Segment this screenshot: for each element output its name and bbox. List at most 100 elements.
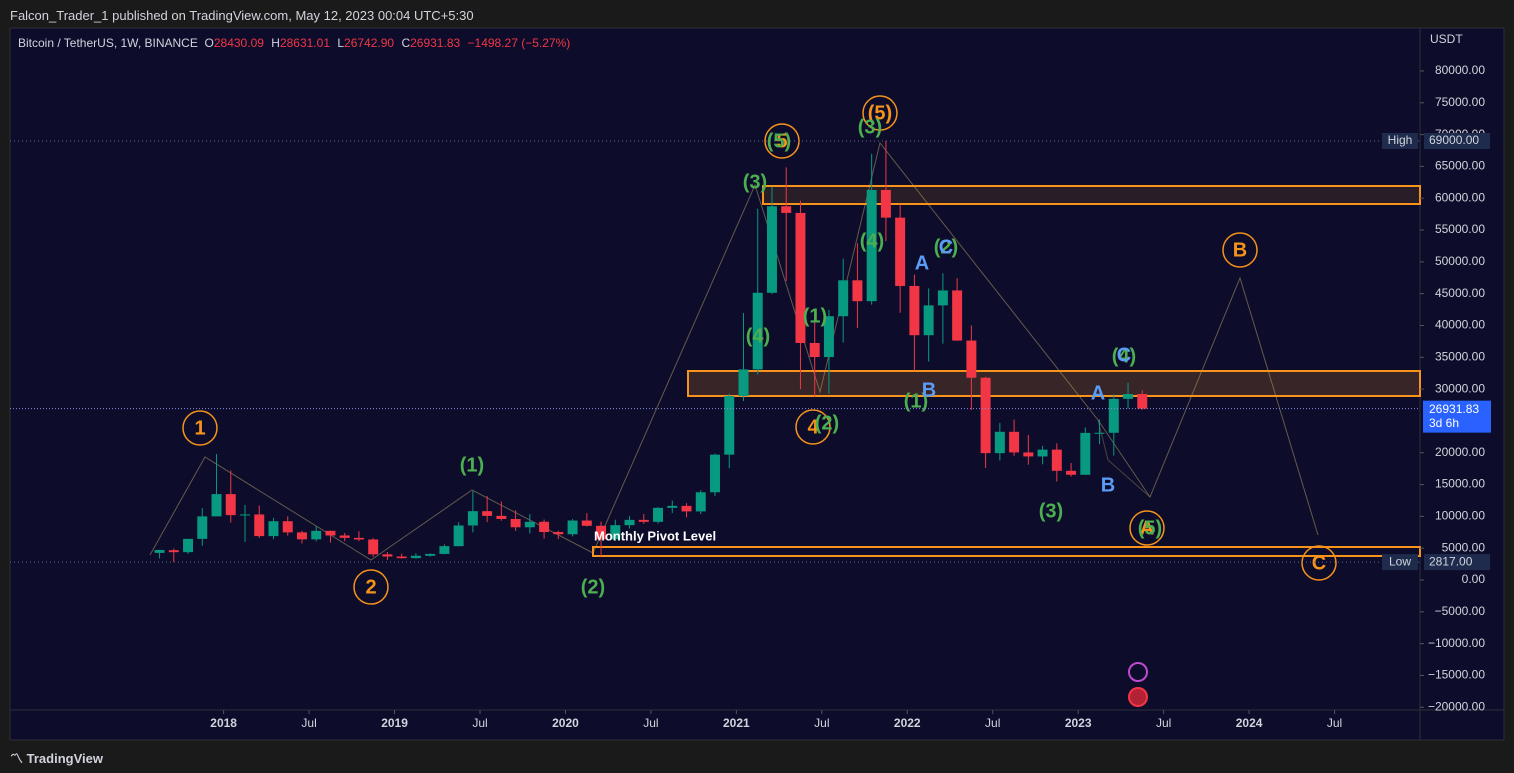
wave-label: (4) xyxy=(860,230,884,252)
x-tick-label: 2021 xyxy=(723,716,750,730)
candle-body xyxy=(681,505,692,512)
candle-body xyxy=(254,514,265,537)
y-tick-label: 15000.00 xyxy=(1435,477,1485,491)
candle-body xyxy=(496,515,507,519)
candle-body xyxy=(339,535,350,538)
candle-body xyxy=(183,538,194,553)
wave-label: (1) xyxy=(904,390,928,412)
candle-body xyxy=(1037,449,1048,457)
wave-label: A xyxy=(1091,382,1105,404)
wave-label: 4 xyxy=(807,416,819,438)
candle-body xyxy=(1023,452,1034,457)
price-value-box xyxy=(1424,554,1490,571)
last-price-value: 26931.83 xyxy=(1429,402,1479,416)
y-tick-label: 10000.00 xyxy=(1435,509,1485,523)
wave-label: (2) xyxy=(815,412,839,434)
wave-label: (5) xyxy=(1138,517,1162,539)
y-tick-label: −10000.00 xyxy=(1428,636,1485,650)
candle-body xyxy=(467,511,478,526)
candle-body xyxy=(1137,394,1148,409)
wave-label: (4) xyxy=(1112,345,1136,367)
candle-body xyxy=(710,454,720,493)
wave-circle xyxy=(795,409,831,445)
pivot-zone xyxy=(592,546,1421,557)
candle-body xyxy=(1051,449,1062,471)
brand-text: TradingView xyxy=(26,751,103,766)
close-value: 26931.83 xyxy=(410,36,461,50)
candle-body xyxy=(638,519,649,522)
candle-body xyxy=(966,340,977,378)
x-tick-label: Jul xyxy=(1327,716,1342,730)
resistance-zone xyxy=(762,185,1421,205)
candle-body xyxy=(937,290,948,306)
wave-label: (3) xyxy=(1039,500,1063,522)
wave-circle xyxy=(764,123,800,159)
candle-body xyxy=(923,305,934,336)
x-tick-label: Jul xyxy=(985,716,1000,730)
candle-body xyxy=(610,525,621,540)
candle-body xyxy=(410,555,421,559)
brand[interactable]: 〽 TradingView xyxy=(10,751,103,766)
wave-label: (3) xyxy=(858,116,882,138)
candle-body xyxy=(567,520,578,535)
x-tick-label: 2020 xyxy=(552,716,579,730)
event-icon[interactable] xyxy=(1128,662,1148,682)
x-tick-label: Jul xyxy=(643,716,658,730)
wave-label: B xyxy=(922,379,936,401)
wave-label: C xyxy=(939,236,953,258)
candle-body xyxy=(240,514,250,516)
candle-body xyxy=(510,518,521,528)
candle-body xyxy=(667,505,678,508)
candle-body xyxy=(282,521,293,533)
price-name-box xyxy=(1382,554,1418,571)
candle-body xyxy=(980,377,991,454)
candle-body xyxy=(852,280,863,302)
candle-body xyxy=(766,206,777,293)
candle-body xyxy=(952,290,963,341)
wave-label: A xyxy=(915,252,929,274)
x-tick-label: Jul xyxy=(472,716,487,730)
high-label: H xyxy=(271,36,280,50)
y-tick-label: 20000.00 xyxy=(1435,445,1485,459)
candle-body xyxy=(154,549,165,553)
wave-line xyxy=(149,141,1319,561)
wave-circle xyxy=(862,95,898,131)
candle-body xyxy=(524,521,535,528)
wave-circle xyxy=(1301,545,1337,581)
price-value: 2817.00 xyxy=(1429,554,1473,568)
wave-circle xyxy=(353,569,389,605)
wave-circle xyxy=(1222,232,1258,268)
y-tick-label: 35000.00 xyxy=(1435,349,1485,363)
wave-circle xyxy=(1129,510,1165,546)
high-value: 28631.01 xyxy=(279,36,330,50)
wave-label: (3) xyxy=(743,171,767,193)
candle-body xyxy=(880,189,891,218)
event-icon[interactable] xyxy=(1128,687,1148,707)
candle-body xyxy=(1108,398,1119,433)
wave-label: (1) xyxy=(803,305,827,327)
y-tick-label: 75000.00 xyxy=(1435,95,1485,109)
wave-label: (2) xyxy=(934,236,958,258)
y-tick-label: 55000.00 xyxy=(1435,222,1485,236)
candle-body xyxy=(624,519,635,526)
candle-body xyxy=(482,511,493,516)
candle-body xyxy=(1009,431,1020,453)
price-name: High xyxy=(1388,133,1413,147)
candle-body xyxy=(211,494,222,517)
y-tick-label: −15000.00 xyxy=(1428,668,1485,682)
publisher-line: Falcon_Trader_1 published on TradingView… xyxy=(10,8,474,23)
candle-body xyxy=(809,342,820,358)
support-zone xyxy=(687,370,1421,397)
change: −1498.27 (−5.27%) xyxy=(467,36,571,50)
x-tick-label: Jul xyxy=(814,716,829,730)
price-name-box xyxy=(1382,132,1418,149)
candle-body xyxy=(738,369,749,396)
drawings xyxy=(149,141,1421,561)
candle-body xyxy=(353,537,364,540)
price-value: 69000.00 xyxy=(1429,133,1479,147)
y-tick-label: 45000.00 xyxy=(1435,286,1485,300)
y-tick-label: 80000.00 xyxy=(1435,63,1485,77)
wave-label: C xyxy=(1312,552,1326,574)
candle-body xyxy=(439,546,450,554)
